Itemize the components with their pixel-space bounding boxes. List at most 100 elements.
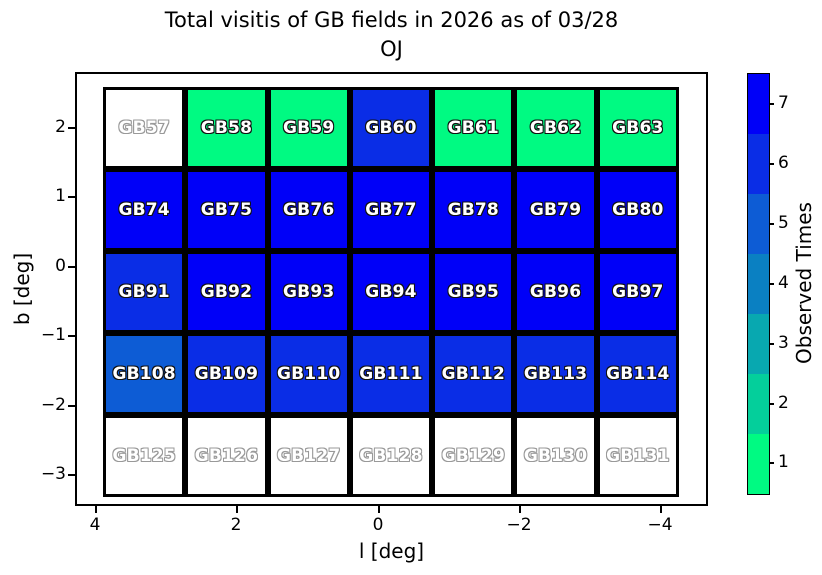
grid-cell-gb57: GB57 — [103, 87, 186, 169]
chart-title-line2: OJ — [380, 37, 403, 61]
field-label: GB130 — [523, 446, 588, 466]
grid-cell-gb113: GB113 — [514, 333, 597, 415]
field-label: GB112 — [441, 364, 505, 384]
colorbar-tick-mark — [770, 103, 774, 105]
x-tick-label: 4 — [89, 515, 101, 535]
colorbar-tick-mark — [770, 462, 774, 464]
x-tick-label: 2 — [230, 515, 242, 535]
grid-cell-gb130: GB130 — [514, 415, 597, 497]
grid-cell-gb125: GB125 — [103, 415, 186, 497]
grid-cell-gb111: GB111 — [349, 333, 433, 415]
field-label: GB126 — [194, 446, 259, 466]
field-label: GB77 — [365, 200, 417, 220]
field-label: GB110 — [277, 364, 341, 384]
colorbar-tick-label: 7 — [778, 93, 789, 113]
colorbar-tick-mark — [770, 343, 774, 345]
colorbar-tick-label: 1 — [778, 452, 789, 472]
field-label: GB129 — [441, 446, 505, 466]
colorbar-axis-label: Observed Times — [792, 202, 816, 364]
plot-frame — [75, 72, 708, 506]
grid-cell-gb95: GB95 — [432, 251, 515, 333]
colorbar — [747, 73, 770, 495]
field-label: GB62 — [529, 118, 582, 138]
grid-cell-gb58: GB58 — [185, 87, 268, 169]
x-tick-mark — [378, 506, 380, 513]
field-label: GB59 — [283, 118, 335, 138]
field-label: GB127 — [277, 446, 341, 466]
colorbar-segment-5 — [748, 194, 769, 254]
colorbar-tick-mark — [770, 283, 774, 285]
colorbar-segment-7 — [748, 74, 769, 134]
grid-cell-gb108: GB108 — [103, 333, 186, 415]
grid-cell-gb109: GB109 — [185, 333, 268, 415]
colorbar-tick-label: 2 — [778, 393, 789, 413]
y-tick-mark — [68, 474, 75, 476]
y-tick-mark — [68, 196, 75, 198]
chart-title-line1: Total visitis of GB fields in 2026 as of… — [164, 8, 619, 32]
grid-cell-gb128: GB128 — [349, 415, 433, 497]
y-tick-label: 0 — [55, 256, 66, 276]
field-label: GB97 — [612, 282, 664, 302]
colorbar-segment-1 — [748, 434, 769, 494]
field-label: GB114 — [606, 364, 670, 384]
grid-cell-gb114: GB114 — [596, 333, 679, 415]
y-axis-label: b [deg] — [10, 252, 34, 326]
grid-cell-gb112: GB112 — [432, 333, 515, 415]
field-label: GB74 — [118, 200, 170, 220]
y-tick-label: 1 — [55, 186, 66, 206]
y-tick-label: 2 — [55, 117, 66, 137]
field-label: GB95 — [447, 282, 499, 302]
grid-cell-gb80: GB80 — [596, 169, 679, 251]
grid-cell-gb78: GB78 — [432, 169, 515, 251]
y-tick-label: −1 — [40, 325, 66, 345]
field-label: GB125 — [112, 446, 176, 466]
colorbar-tick-label: 3 — [778, 333, 789, 353]
x-tick-mark — [95, 506, 97, 513]
grid-cell-gb59: GB59 — [267, 87, 350, 169]
colorbar-tick-label: 5 — [778, 213, 789, 233]
grid-cell-gb79: GB79 — [514, 169, 597, 251]
colorbar-tick-mark — [770, 223, 774, 225]
field-label: GB58 — [200, 118, 253, 138]
y-tick-label: −2 — [40, 395, 66, 415]
grid-cell-gb92: GB92 — [185, 251, 268, 333]
chart-title: Total visitis of GB fields in 2026 as of… — [75, 6, 708, 64]
y-tick-mark — [68, 405, 75, 407]
grid-cell-gb96: GB96 — [514, 251, 597, 333]
y-tick-mark — [68, 335, 75, 337]
x-tick-mark — [660, 506, 662, 513]
field-grid: GB57 GB58 GB59 GB60 GB61 GB62 GB63 GB74 … — [103, 87, 679, 497]
grid-cell-gb62: GB62 — [514, 87, 597, 169]
grid-cell-gb76: GB76 — [267, 169, 350, 251]
field-label: GB108 — [112, 364, 176, 384]
grid-cell-gb61: GB61 — [432, 87, 515, 169]
grid-cell-gb97: GB97 — [596, 251, 679, 333]
grid-cell-gb94: GB94 — [349, 251, 433, 333]
field-label: GB75 — [200, 200, 253, 220]
grid-cell-gb127: GB127 — [267, 415, 350, 497]
field-label: GB109 — [194, 364, 259, 384]
colorbar-segment-3 — [748, 314, 769, 374]
field-label: GB96 — [529, 282, 582, 302]
colorbar-tick-mark — [770, 403, 774, 405]
grid-cell-gb126: GB126 — [185, 415, 268, 497]
field-label: GB91 — [118, 282, 170, 302]
grid-cell-gb75: GB75 — [185, 169, 268, 251]
grid-cell-gb77: GB77 — [349, 169, 433, 251]
field-label: GB61 — [447, 118, 499, 138]
colorbar-segment-2 — [748, 374, 769, 434]
field-label: GB80 — [612, 200, 664, 220]
x-axis-label: l [deg] — [358, 539, 425, 563]
colorbar-tick-mark — [770, 163, 774, 165]
grid-cell-gb63: GB63 — [596, 87, 679, 169]
colorbar-segment-4 — [748, 254, 769, 314]
field-label: GB78 — [447, 200, 499, 220]
y-tick-mark — [68, 127, 75, 129]
grid-cell-gb129: GB129 — [432, 415, 515, 497]
grid-cell-gb60: GB60 — [349, 87, 433, 169]
grid-cell-gb131: GB131 — [596, 415, 679, 497]
grid-cell-gb74: GB74 — [103, 169, 186, 251]
grid-cell-gb91: GB91 — [103, 251, 186, 333]
field-label: GB60 — [365, 118, 417, 138]
